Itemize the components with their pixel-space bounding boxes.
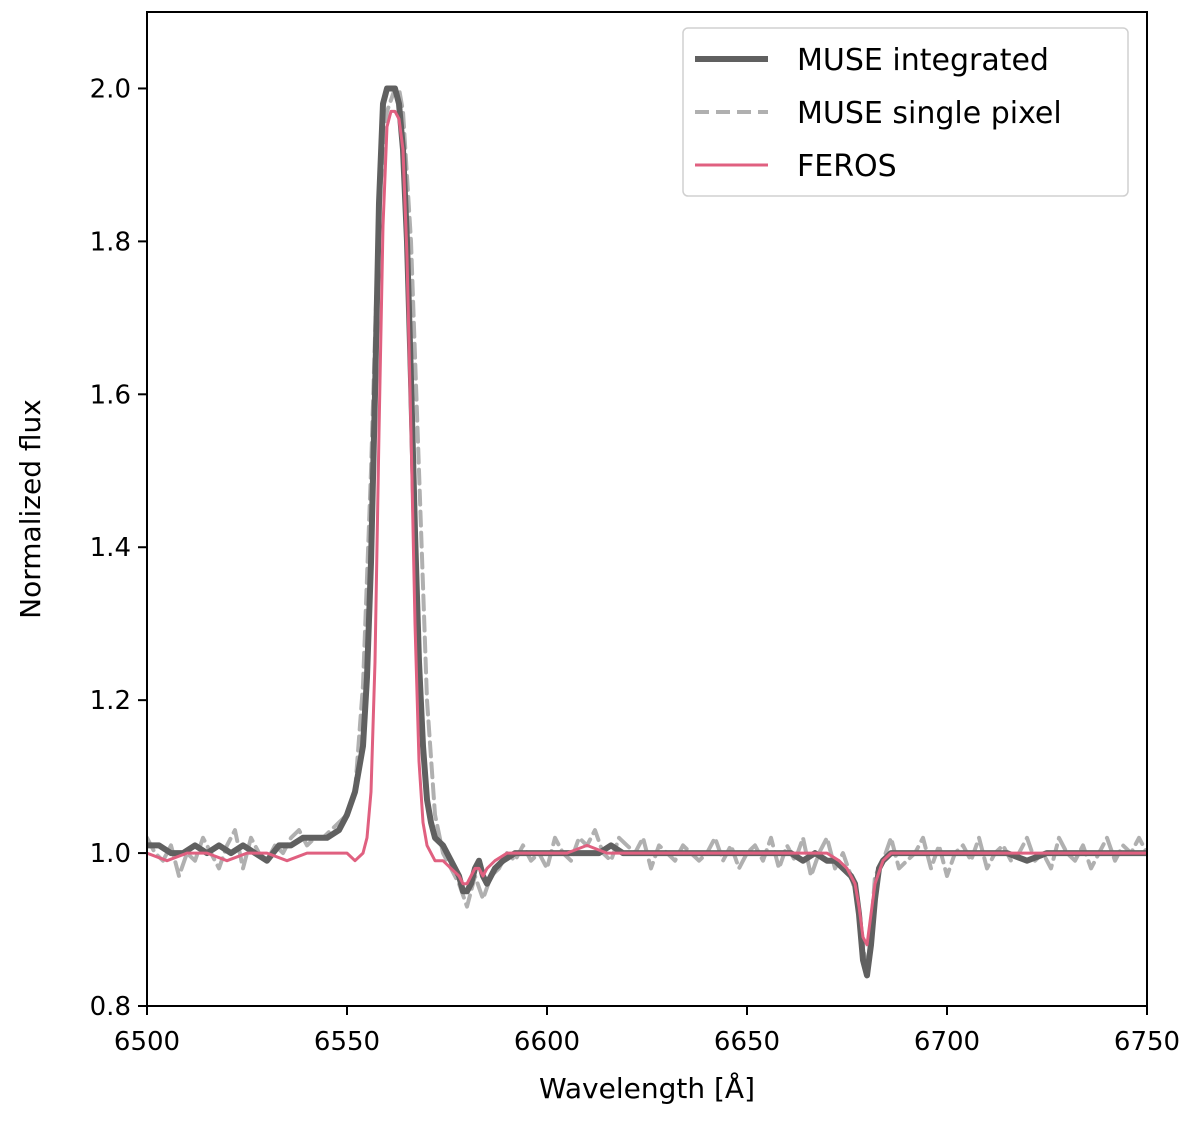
x-tick-label: 6500 <box>114 1027 180 1057</box>
x-tick-label: 6650 <box>714 1027 780 1057</box>
y-tick-label: 1.2 <box>90 686 131 716</box>
series-line-2 <box>147 109 1147 947</box>
y-tick-label: 1.6 <box>90 380 131 410</box>
x-axis-label: Wavelength [Å] <box>539 1071 755 1105</box>
legend-label: MUSE integrated <box>797 43 1049 78</box>
x-tick-label: 6750 <box>1114 1027 1180 1057</box>
x-tick-label: 6550 <box>314 1027 380 1057</box>
legend-label: FEROS <box>797 149 897 184</box>
series-layer <box>147 85 1147 979</box>
x-axis: 6500 6550 6600 6650 6700 6750 <box>114 1006 1180 1057</box>
x-tick-label: 6700 <box>914 1027 980 1057</box>
y-tick-label: 1.8 <box>90 227 131 257</box>
legend: MUSE integrated MUSE single pixel FEROS <box>682 27 1129 197</box>
y-tick-label: 0.8 <box>90 992 131 1022</box>
legend-box <box>682 27 1129 197</box>
y-tick-label: 2.0 <box>90 74 131 104</box>
y-axis: 0.8 1.0 1.2 1.4 1.6 1.8 2.0 <box>90 74 147 1022</box>
y-axis-label: Normalized flux <box>14 399 47 619</box>
series-line-1 <box>147 85 1147 979</box>
legend-label: MUSE single pixel <box>797 96 1062 131</box>
x-tick-label: 6600 <box>514 1027 580 1057</box>
plot-frame <box>146 11 1148 1007</box>
y-tick-label: 1.0 <box>90 839 131 869</box>
y-tick-label: 1.4 <box>90 533 131 563</box>
